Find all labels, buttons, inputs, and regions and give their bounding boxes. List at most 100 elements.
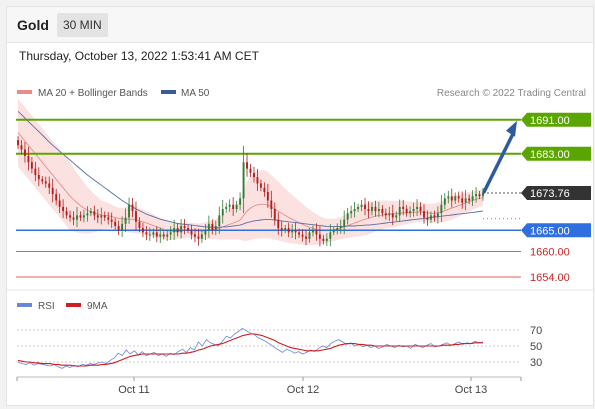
candle-body xyxy=(162,234,165,237)
candle-body xyxy=(284,228,287,231)
credit-text: Research © 2022 Trading Central xyxy=(437,88,586,99)
candle xyxy=(117,220,120,236)
candle xyxy=(346,208,349,225)
candle-body xyxy=(34,168,37,175)
time-tick-label: Oct 11 xyxy=(118,384,150,396)
candle-body xyxy=(360,204,363,207)
timeframe-badge[interactable]: 30 MIN xyxy=(57,13,108,37)
candle-body xyxy=(280,228,283,231)
candle xyxy=(235,200,238,213)
candle-body xyxy=(443,198,446,205)
candle xyxy=(218,206,221,234)
candle xyxy=(204,224,207,241)
level-labels: 1691.00 1683.00 1665.00 1660.00 1654.00 1673.… xyxy=(482,112,591,284)
candle xyxy=(433,210,436,222)
candle-body xyxy=(128,204,130,218)
candle-body xyxy=(291,230,294,233)
candle-body xyxy=(430,215,432,220)
candle xyxy=(263,182,266,197)
candle-body xyxy=(395,215,398,218)
candle-body xyxy=(294,230,297,233)
level-label-1660.00: 1660.00 xyxy=(530,247,570,259)
candle xyxy=(416,199,419,216)
candle xyxy=(200,229,203,243)
candle-body xyxy=(166,234,169,237)
rsi-pane: 70 50 30 xyxy=(17,325,542,369)
candle xyxy=(41,176,44,185)
candle-body xyxy=(207,223,210,231)
candle-body xyxy=(475,194,478,197)
rsi-tick-label-70: 70 xyxy=(530,325,542,337)
candle-body xyxy=(93,211,96,216)
candle xyxy=(107,212,110,225)
candle-body xyxy=(190,230,193,235)
candle-body xyxy=(114,221,117,226)
candle xyxy=(69,210,71,222)
candle xyxy=(381,205,384,217)
candle xyxy=(27,146,30,171)
rsi-ma-legend-label: 9MA xyxy=(87,301,108,312)
moving-averages xyxy=(17,110,484,232)
ma50-legend-swatch xyxy=(161,90,176,94)
candle-body xyxy=(436,213,439,218)
candle xyxy=(110,212,113,229)
candle-body xyxy=(62,206,65,212)
candle xyxy=(450,188,453,208)
candle-body xyxy=(228,204,231,207)
last-price-tag xyxy=(521,186,591,201)
candle-body xyxy=(145,232,148,235)
candle-body xyxy=(343,219,346,226)
candle xyxy=(478,190,481,200)
candle-body xyxy=(20,145,23,150)
candle-body xyxy=(350,211,353,214)
rsi-ma-line xyxy=(17,333,483,367)
candle-body xyxy=(183,226,186,229)
candle xyxy=(256,168,259,191)
candle xyxy=(211,219,214,235)
candle xyxy=(253,166,255,183)
candle xyxy=(34,161,37,182)
candle-body xyxy=(298,232,301,235)
level-label-1683.00: 1683.00 xyxy=(530,149,570,161)
candle xyxy=(207,215,210,238)
candle-body xyxy=(214,226,217,231)
candle-body xyxy=(468,198,471,201)
candle xyxy=(332,227,335,236)
ma50-line xyxy=(17,110,484,228)
candle xyxy=(312,225,314,237)
candle xyxy=(169,226,172,241)
candle-body xyxy=(235,204,238,209)
candle xyxy=(55,188,58,206)
candle-body xyxy=(256,177,259,184)
candle xyxy=(166,229,169,241)
candle xyxy=(62,199,65,219)
candle xyxy=(409,206,412,218)
candle xyxy=(426,210,429,226)
candle-body xyxy=(23,149,26,156)
candle-body xyxy=(482,193,484,197)
candle xyxy=(228,199,231,212)
candle-body xyxy=(148,234,151,236)
candle xyxy=(79,211,82,222)
candle-body xyxy=(405,209,408,214)
candle xyxy=(284,224,287,234)
candle xyxy=(388,207,391,221)
time-tick-label: Oct 13 xyxy=(455,384,487,396)
candle xyxy=(249,164,252,178)
candle-body xyxy=(301,234,304,237)
candle xyxy=(395,211,398,222)
rsi-legend-label: RSI xyxy=(38,301,55,312)
candle-body xyxy=(471,196,474,201)
candle xyxy=(273,202,276,226)
level-label-1654.00: 1654.00 xyxy=(530,272,570,284)
candle xyxy=(294,222,297,240)
candle xyxy=(461,191,464,209)
candle-body xyxy=(204,230,207,235)
candle xyxy=(246,153,248,177)
candle-body xyxy=(450,196,453,201)
candle-body xyxy=(173,228,176,233)
candle-body xyxy=(259,183,262,188)
candle xyxy=(93,205,96,221)
timestamp: Thursday, October 13, 2022 1:53:41 AM CE… xyxy=(19,49,259,63)
last-price-label: 1673.76 xyxy=(530,188,570,200)
